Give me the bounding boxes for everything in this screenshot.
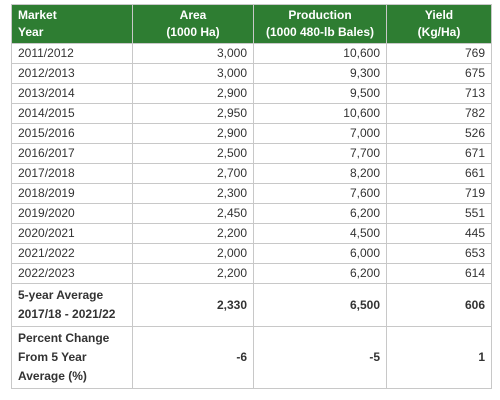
cell-year: 2017/2018 — [11, 163, 133, 184]
cell-year: 2014/2015 — [11, 103, 133, 124]
table-row: 2021/2022 2,000 6,000 653 — [11, 243, 492, 264]
cell-yield: 653 — [386, 243, 492, 264]
cell-area: 2,700 — [132, 163, 254, 184]
header-yield-line2: (Kg/Ha) — [417, 25, 461, 39]
table-row: 2012/2013 3,000 9,300 675 — [11, 63, 492, 84]
table-row: 2019/2020 2,450 6,200 551 — [11, 203, 492, 224]
cell-production: 8,200 — [253, 163, 387, 184]
header-market-year: Market Year — [11, 4, 133, 44]
cell-production: 6,200 — [253, 263, 387, 284]
cell-production: 6,000 — [253, 243, 387, 264]
cell-yield: 719 — [386, 183, 492, 204]
header-production-line1: Production — [288, 8, 352, 22]
average-label-line2: 2017/18 - 2021/22 — [18, 307, 116, 321]
table-row: 2018/2019 2,300 7,600 719 — [11, 183, 492, 204]
header-market-line2: Year — [18, 25, 44, 39]
percent-change-label: Percent Change From 5 Year Average (%) — [11, 326, 133, 389]
average-production: 6,500 — [253, 283, 387, 327]
cell-area: 2,900 — [132, 83, 254, 104]
cell-year: 2011/2012 — [11, 43, 133, 64]
percent-change-label-line1: Percent Change — [18, 331, 110, 345]
table-row: 2015/2016 2,900 7,000 526 — [11, 123, 492, 144]
header-production-line2: (1000 480-lb Bales) — [265, 25, 375, 39]
percent-change-row: Percent Change From 5 Year Average (%) -… — [11, 326, 492, 389]
cell-production: 4,500 — [253, 223, 387, 244]
cell-production: 7,600 — [253, 183, 387, 204]
cell-yield: 445 — [386, 223, 492, 244]
header-row: Market Year Area (1000 Ha) Production (1… — [11, 4, 492, 44]
average-area: 2,330 — [132, 283, 254, 327]
table-row: 2017/2018 2,700 8,200 661 — [11, 163, 492, 184]
cell-area: 2,950 — [132, 103, 254, 124]
cell-production: 6,200 — [253, 203, 387, 224]
header-yield-line1: Yield — [424, 8, 454, 22]
cell-production: 7,000 — [253, 123, 387, 144]
cell-yield: 675 — [386, 63, 492, 84]
cell-area: 3,000 — [132, 43, 254, 64]
table-row: 2020/2021 2,200 4,500 445 — [11, 223, 492, 244]
percent-change-label-line2: From 5 Year — [18, 350, 87, 364]
cell-year: 2018/2019 — [11, 183, 133, 204]
header-area-line2: (1000 Ha) — [166, 25, 220, 39]
table-row: 2016/2017 2,500 7,700 671 — [11, 143, 492, 164]
average-row: 5-year Average 2017/18 - 2021/22 2,330 6… — [11, 283, 492, 327]
cell-area: 2,300 — [132, 183, 254, 204]
percent-change-production: -5 — [253, 326, 387, 389]
cell-year: 2013/2014 — [11, 83, 133, 104]
header-market-line1: Market — [18, 8, 57, 22]
cell-area: 3,000 — [132, 63, 254, 84]
cell-yield: 782 — [386, 103, 492, 124]
cell-yield: 661 — [386, 163, 492, 184]
cell-production: 10,600 — [253, 43, 387, 64]
table-body: 2011/2012 3,000 10,600 769 2012/2013 3,0… — [11, 43, 492, 389]
header-area-line1: Area — [179, 8, 207, 22]
header-yield: Yield (Kg/Ha) — [386, 4, 492, 44]
cell-yield: 551 — [386, 203, 492, 224]
cell-area: 2,200 — [132, 223, 254, 244]
header-production: Production (1000 480-lb Bales) — [253, 4, 387, 44]
cell-year: 2022/2023 — [11, 263, 133, 284]
cell-year: 2021/2022 — [11, 243, 133, 264]
cell-yield: 526 — [386, 123, 492, 144]
cell-year: 2019/2020 — [11, 203, 133, 224]
cell-area: 2,000 — [132, 243, 254, 264]
average-label-line1: 5-year Average — [18, 288, 104, 302]
average-label: 5-year Average 2017/18 - 2021/22 — [11, 283, 133, 327]
cell-area: 2,200 — [132, 263, 254, 284]
cell-yield: 769 — [386, 43, 492, 64]
percent-change-label-line3: Average (%) — [18, 369, 87, 383]
cell-year: 2016/2017 — [11, 143, 133, 164]
table-header: Market Year Area (1000 Ha) Production (1… — [11, 4, 492, 44]
cell-year: 2012/2013 — [11, 63, 133, 84]
table-row: 2011/2012 3,000 10,600 769 — [11, 43, 492, 64]
cotton-supply-table: Market Year Area (1000 Ha) Production (1… — [11, 4, 492, 389]
cell-area: 2,900 — [132, 123, 254, 144]
table-row: 2013/2014 2,900 9,500 713 — [11, 83, 492, 104]
cell-production: 10,600 — [253, 103, 387, 124]
header-area: Area (1000 Ha) — [132, 4, 254, 44]
table-row: 2014/2015 2,950 10,600 782 — [11, 103, 492, 124]
cell-production: 9,500 — [253, 83, 387, 104]
cell-area: 2,500 — [132, 143, 254, 164]
cell-year: 2015/2016 — [11, 123, 133, 144]
table-row: 2022/2023 2,200 6,200 614 — [11, 263, 492, 284]
percent-change-area: -6 — [132, 326, 254, 389]
cell-year: 2020/2021 — [11, 223, 133, 244]
cell-production: 9,300 — [253, 63, 387, 84]
data-table-container: Market Year Area (1000 Ha) Production (1… — [11, 4, 492, 389]
cell-production: 7,700 — [253, 143, 387, 164]
percent-change-yield: 1 — [386, 326, 492, 389]
cell-yield: 614 — [386, 263, 492, 284]
cell-yield: 671 — [386, 143, 492, 164]
average-yield: 606 — [386, 283, 492, 327]
cell-area: 2,450 — [132, 203, 254, 224]
cell-yield: 713 — [386, 83, 492, 104]
